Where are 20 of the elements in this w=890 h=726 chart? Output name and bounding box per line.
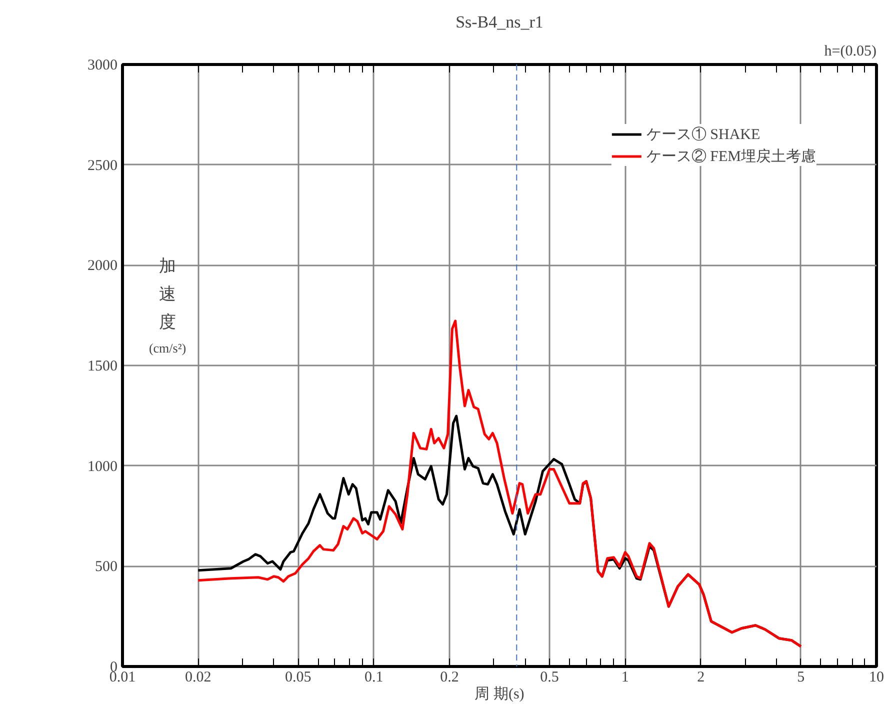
- x-axis-title: 周 期(s): [474, 686, 524, 702]
- chart-title: Ss-B4_ns_r1: [456, 12, 544, 32]
- y-tick-label: 3000: [88, 58, 118, 74]
- x-tick-label: 1: [621, 670, 629, 686]
- legend-label: ケース① SHAKE: [646, 126, 760, 144]
- y-tick-label: 1000: [88, 458, 118, 475]
- x-tick-label: 0.05: [285, 670, 312, 686]
- x-tick-label: 2: [697, 670, 705, 686]
- x-tick-label: 0.02: [185, 670, 212, 686]
- x-tick-label: 0.5: [540, 670, 559, 686]
- x-tick-label: 10: [869, 670, 884, 686]
- x-tick-label: 0.2: [440, 670, 459, 686]
- y-tick-label: 500: [95, 559, 118, 576]
- y-tick-label: 2500: [88, 158, 118, 174]
- y-tick-label: 2000: [88, 258, 118, 274]
- x-tick-label: 0.1: [364, 670, 384, 686]
- text: h=(0.05): [824, 44, 877, 60]
- legend-label: ケース② FEM埋戻土考慮: [646, 148, 816, 166]
- x-tick-label: 5: [797, 670, 805, 686]
- y-tick-label: 1500: [88, 358, 118, 374]
